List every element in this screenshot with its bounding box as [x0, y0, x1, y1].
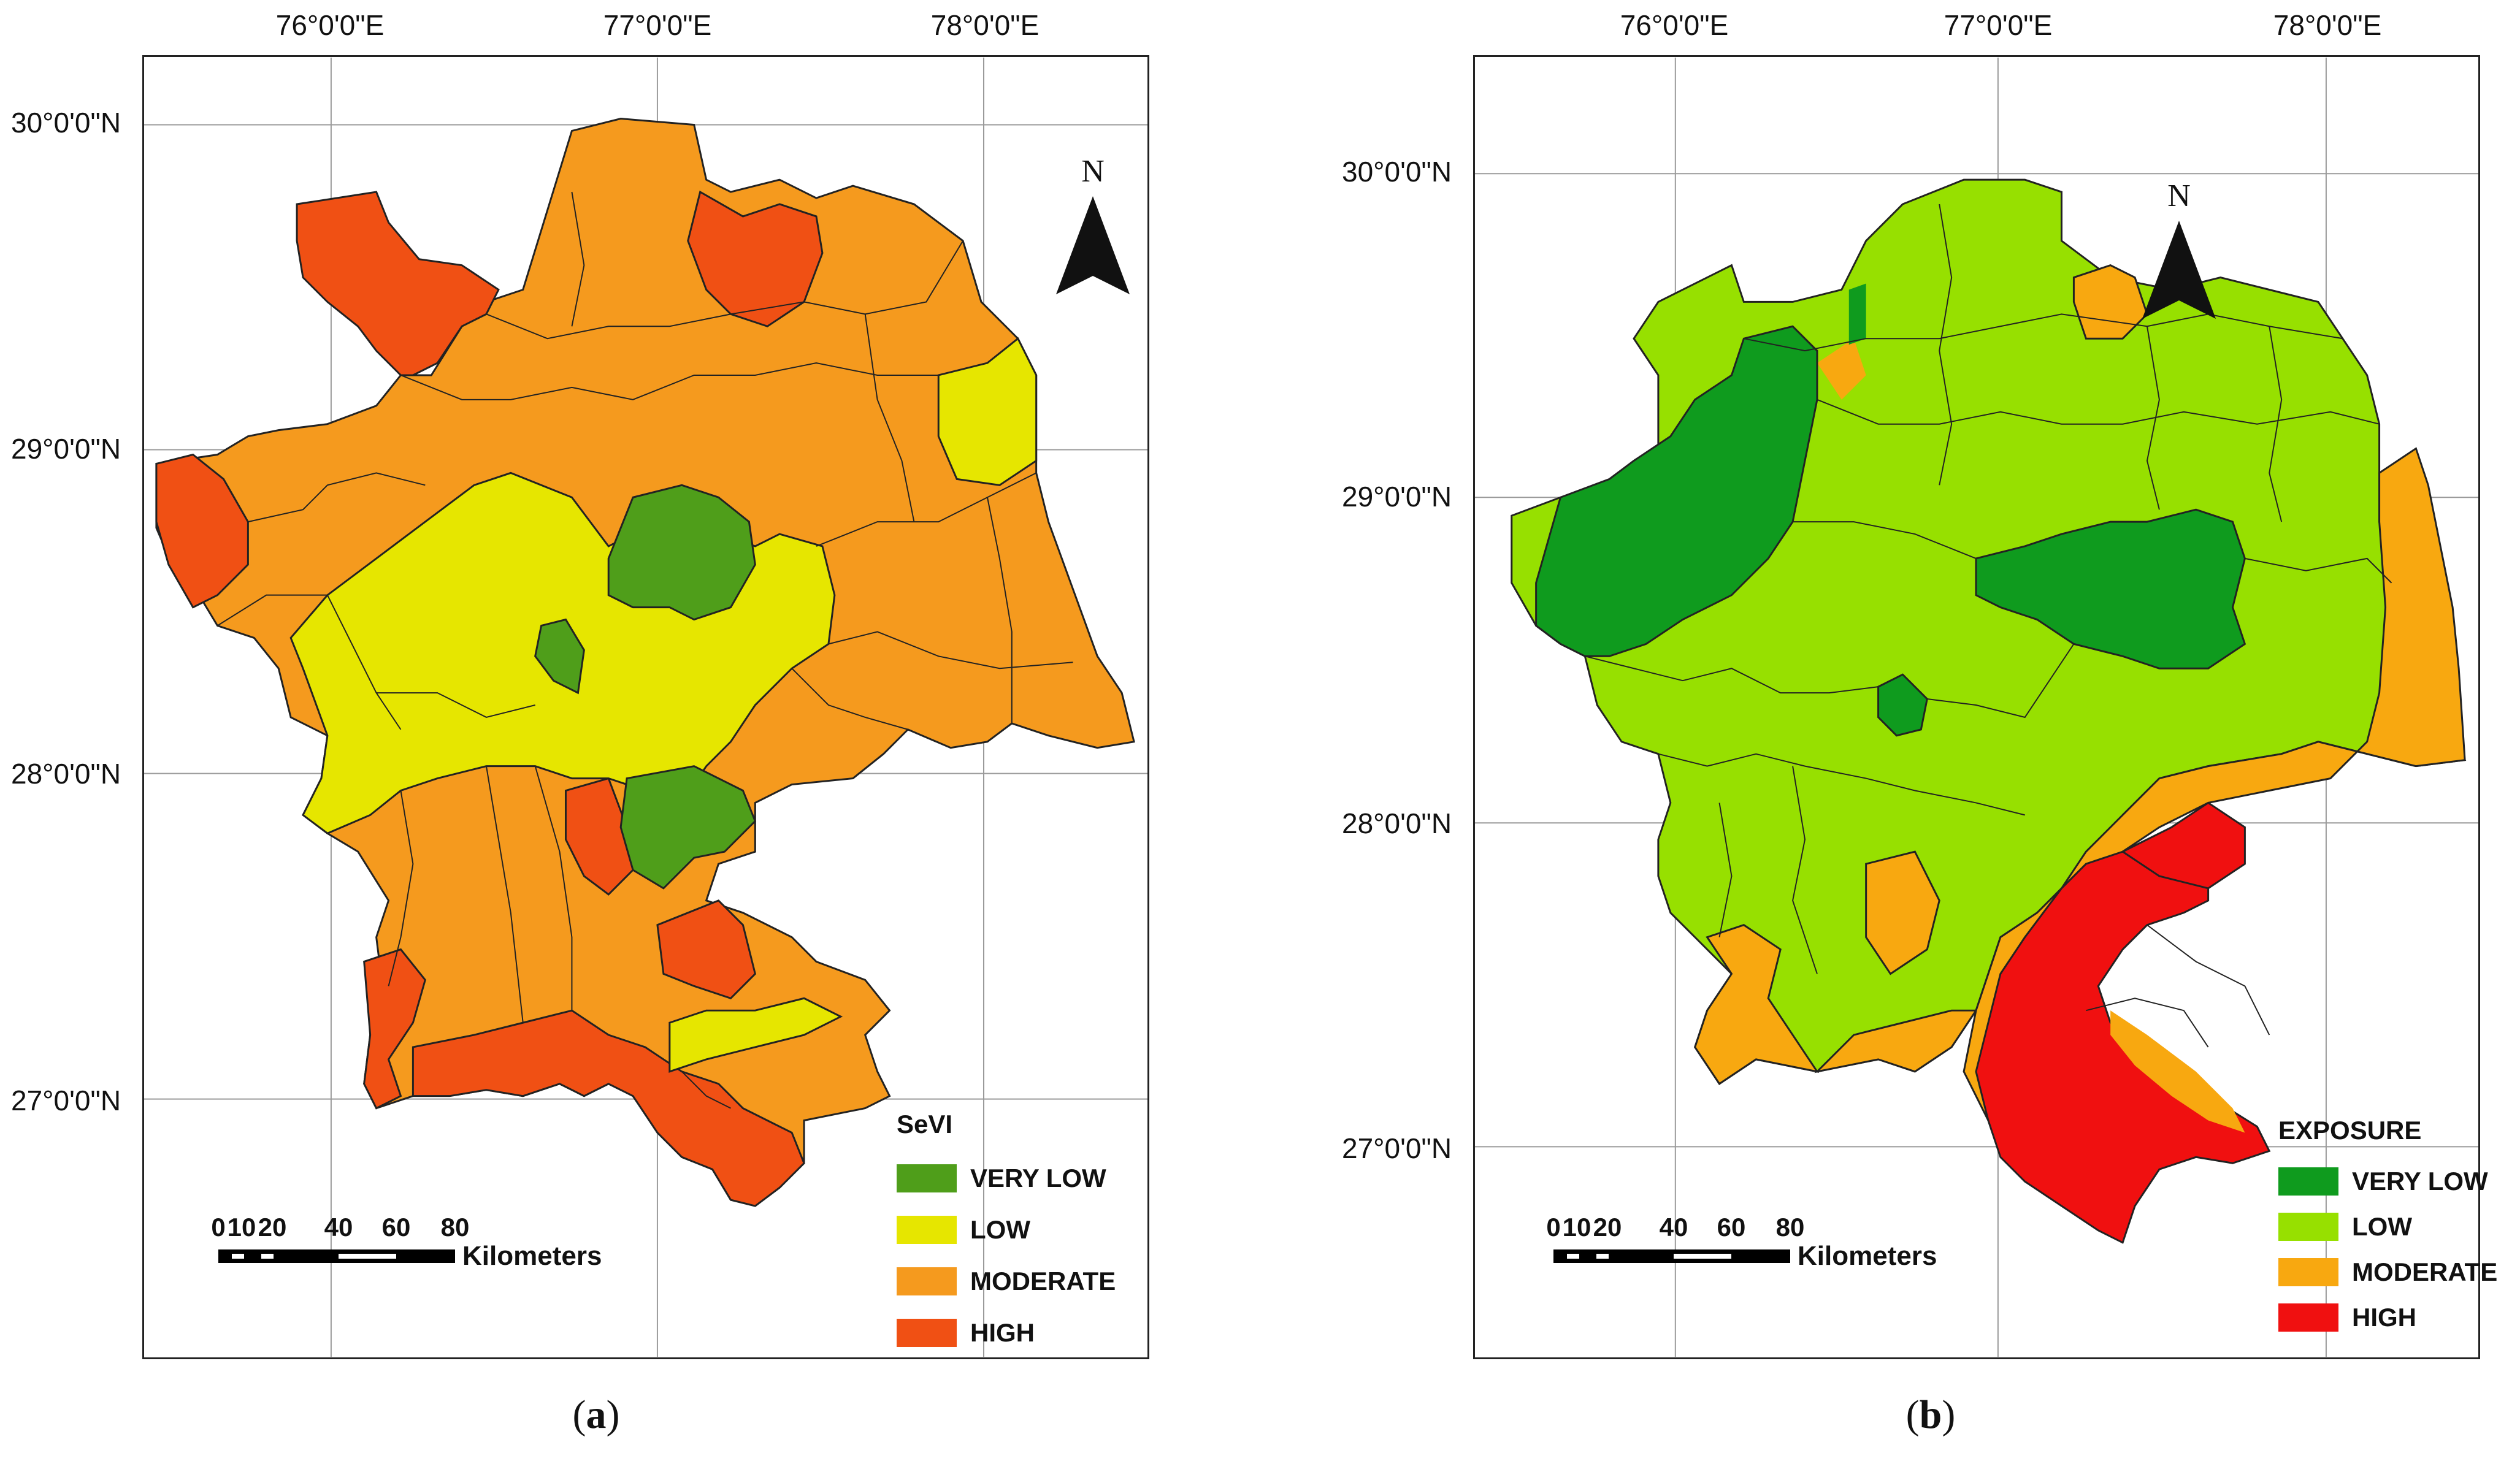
legend-item-moderate: MODERATE — [2278, 1249, 2497, 1295]
legend-item-high: HIGH — [897, 1307, 1116, 1359]
map-frame — [1473, 55, 2480, 1359]
north-arrow: N — [2142, 178, 2216, 319]
legend-label: HIGH — [2352, 1303, 2416, 1332]
scale-bar: 0 10 20 40 60 80 Kilometers — [1546, 1213, 2167, 1274]
legend-item-low: LOW — [897, 1204, 1116, 1256]
legend-title: SeVI — [897, 1110, 953, 1139]
region-moderate-west-strip — [1817, 338, 1866, 400]
caption-a: (a) — [572, 1392, 620, 1437]
legend-item-very-low: VERY LOW — [897, 1153, 1116, 1204]
region-very-low-delhi — [1975, 508, 2246, 669]
legend-swatch — [897, 1319, 957, 1347]
latitude-label-28n: 28°0'0"N — [1342, 807, 1452, 839]
region-high-southeast-2 — [412, 1009, 805, 1207]
region-moderate-southcentral — [1865, 850, 1940, 975]
scale-bar: 0 10 20 40 60 80 Kilometers — [211, 1213, 832, 1274]
longitude-label-76e: 76°0'0"E — [275, 9, 385, 41]
legend-item-low: LOW — [2278, 1204, 2497, 1249]
region-low-northeast — [937, 337, 1038, 486]
latitude-label-29n: 29°0'0"N — [1342, 481, 1452, 513]
scale-unit-label: Kilometers — [1798, 1241, 1937, 1271]
legend-item-very-low: VERY LOW — [2278, 1159, 2497, 1204]
scale-tick-0: 0 — [1546, 1213, 1561, 1242]
map-panel-a: 76°0'0"E 77°0'0"E 78°0'0"E 30°0'0"N 29°0… — [11, 9, 1149, 1437]
scale-tick-80: 80 — [440, 1213, 470, 1242]
region-very-low-delhi — [607, 484, 756, 621]
caption-b: (b) — [1905, 1392, 1956, 1437]
sevi-map — [144, 57, 1147, 1357]
longitude-label-76e: 76°0'0"E — [1620, 9, 1729, 41]
legend-label: VERY LOW — [2352, 1167, 2488, 1196]
latitude-label-30n: 30°0'0"N — [1342, 156, 1452, 188]
scale-tick-10: 10 — [227, 1213, 256, 1242]
region-moderate-southwest — [1694, 924, 1820, 1085]
region-high-southeast-1 — [656, 899, 757, 999]
legend-swatch — [2278, 1303, 2338, 1332]
scale-tick-60: 60 — [1717, 1213, 1746, 1242]
region-high-central-south — [564, 777, 634, 896]
longitude-label-78e: 78°0'0"E — [2273, 9, 2382, 41]
legend-swatch — [897, 1164, 957, 1192]
region-very-low-west — [534, 618, 585, 695]
legend-sevi: SeVI VERY LOW LOW MODERATE HIGH — [897, 1110, 1116, 1359]
scale-tick-20: 20 — [1593, 1213, 1622, 1242]
legend-label: MODERATE — [970, 1267, 1116, 1295]
longitude-label-78e: 78°0'0"E — [930, 9, 1040, 41]
latitude-label-30n: 30°0'0"N — [11, 107, 121, 139]
district-boundaries — [1585, 204, 2392, 1048]
region-moderate-inner-band — [2110, 1010, 2245, 1133]
north-label: N — [2167, 178, 2191, 213]
scale-bar-graphic — [218, 1249, 455, 1263]
region-high-east — [2121, 801, 2246, 890]
north-arrow-icon — [2142, 221, 2216, 319]
latitude-label-28n: 28°0'0"N — [11, 758, 121, 790]
legend-title: EXPOSURE — [2278, 1116, 2422, 1145]
latitude-label-29n: 29°0'0"N — [11, 433, 121, 465]
legend-swatch — [2278, 1258, 2338, 1286]
legend-label: MODERATE — [2352, 1257, 2498, 1286]
legend-label: HIGH — [970, 1318, 1035, 1347]
scale-tick-80: 80 — [1775, 1213, 1805, 1242]
map-panel-b: 76°0'0"E 77°0'0"E 78°0'0"E 30°0'0"N 29°0… — [1260, 0, 2520, 1461]
scale-tick-0: 0 — [211, 1213, 226, 1242]
region-very-low-south — [619, 765, 757, 890]
legend-swatch — [897, 1267, 957, 1295]
north-arrow-icon — [1056, 196, 1130, 294]
region-high-west — [155, 453, 249, 609]
legend-swatch — [2278, 1213, 2338, 1241]
scale-tick-60: 60 — [381, 1213, 411, 1242]
legend-swatch — [897, 1216, 957, 1244]
legend-label: VERY LOW — [970, 1164, 1106, 1192]
region-very-low-south — [1877, 673, 1928, 737]
region-moderate-north — [2072, 264, 2148, 340]
region-high-nw — [296, 191, 500, 376]
map-frame — [142, 55, 1149, 1359]
legend-item-high: HIGH — [2278, 1295, 2497, 1340]
region-low-southeast — [668, 997, 843, 1073]
scale-tick-20: 20 — [258, 1213, 287, 1242]
legend-label: LOW — [2352, 1212, 2412, 1241]
longitude-label-77e: 77°0'0"E — [1944, 9, 2053, 41]
scale-bar-graphic — [1553, 1249, 1790, 1263]
region-very-low-west — [1535, 325, 1818, 657]
scale-tick-10: 10 — [1562, 1213, 1591, 1242]
latitude-label-27n: 27°0'0"N — [1342, 1132, 1452, 1164]
north-label: N — [1081, 154, 1105, 189]
legend-swatch — [2278, 1167, 2338, 1196]
legend-item-moderate: MODERATE — [897, 1256, 1116, 1307]
legend-exposure: EXPOSURE VERY LOW LOW MODERATE HIGH — [2278, 1116, 2497, 1340]
exposure-map — [1475, 57, 2478, 1357]
legend-label: LOW — [970, 1215, 1030, 1244]
region-high-south — [363, 948, 426, 1110]
longitude-label-77e: 77°0'0"E — [603, 9, 712, 41]
region-very-low-north — [1848, 283, 1866, 345]
north-arrow: N — [1056, 153, 1130, 294]
scale-tick-40: 40 — [1659, 1213, 1688, 1242]
scale-tick-40: 40 — [324, 1213, 353, 1242]
scale-unit-label: Kilometers — [462, 1241, 602, 1271]
latitude-label-27n: 27°0'0"N — [11, 1085, 121, 1116]
district-boundaries — [217, 191, 1073, 1109]
